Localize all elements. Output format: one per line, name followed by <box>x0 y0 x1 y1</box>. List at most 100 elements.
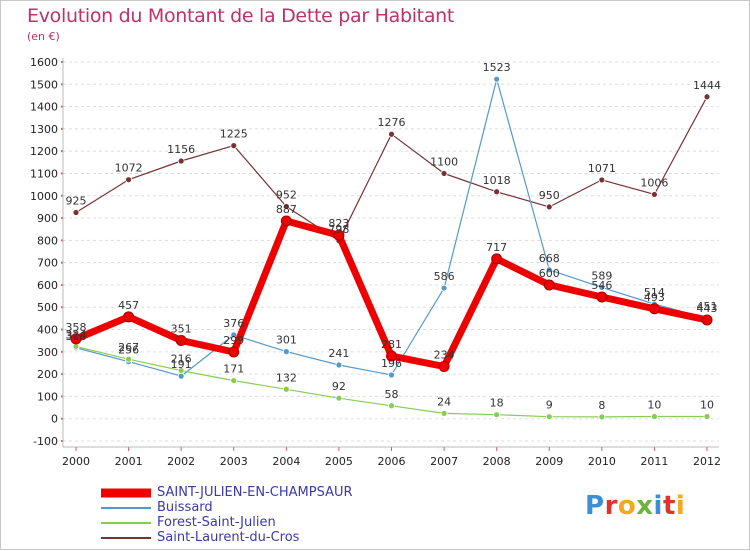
data-label-forest-saint-julien: 324 <box>66 328 87 341</box>
y-tick-label: 700 <box>37 257 58 270</box>
data-label-forest-saint-julien: 18 <box>490 397 504 410</box>
data-label-saint-laurent-du-cros: 1072 <box>115 162 143 175</box>
data-point-saint-laurent-du-cros <box>598 176 606 184</box>
x-tick-label: 2011 <box>640 455 668 468</box>
logo-letter: x <box>636 491 654 521</box>
y-tick-label: 300 <box>37 346 58 359</box>
data-label-buissard: 451 <box>697 300 718 313</box>
data-point-saint-laurent-du-cros <box>651 191 658 198</box>
data-label-forest-saint-julien: 9 <box>546 399 553 412</box>
data-label-saint-julien-en-champsaur: 457 <box>118 299 139 312</box>
x-tick-label: 2002 <box>167 455 195 468</box>
y-tick-mark <box>61 83 63 86</box>
x-tick-label: 2005 <box>325 455 353 468</box>
y-tick-mark <box>61 61 63 63</box>
data-point-saint-julien-en-champsaur <box>280 215 292 227</box>
x-tick-label: 2007 <box>430 455 458 468</box>
data-label-forest-saint-julien: 58 <box>385 388 399 401</box>
x-tick-label: 2009 <box>535 455 563 468</box>
data-point-saint-julien-en-champsaur <box>543 279 555 291</box>
data-point-forest-saint-julien <box>335 394 343 402</box>
data-point-saint-julien-en-champsaur <box>438 361 450 373</box>
data-label-saint-laurent-du-cros: 1100 <box>430 155 458 168</box>
data-label-buissard: 589 <box>591 269 612 282</box>
data-label-saint-julien-en-champsaur: 493 <box>644 291 665 304</box>
logo-letter: i <box>653 491 663 521</box>
data-label-forest-saint-julien: 24 <box>437 395 451 408</box>
y-tick-label: 800 <box>37 234 58 247</box>
data-label-buissard: 191 <box>171 358 192 371</box>
logo-letter: r <box>604 491 618 521</box>
data-label-saint-laurent-du-cros: 952 <box>276 188 297 201</box>
logo-letter: t <box>662 491 676 521</box>
data-point-saint-julien-en-champsaur <box>596 291 608 303</box>
data-point-forest-saint-julien <box>230 377 238 384</box>
data-point-saint-julien-en-champsaur <box>70 333 82 345</box>
x-tick-label: 2006 <box>378 455 406 468</box>
data-point-saint-laurent-du-cros <box>440 170 448 177</box>
data-label-buissard: 318 <box>66 330 87 343</box>
y-tick-label: 1600 <box>30 56 58 69</box>
data-label-buissard: 301 <box>276 334 297 347</box>
x-tick-label: 2012 <box>693 455 721 468</box>
y-tick-mark <box>61 328 63 331</box>
y-tick-label: 900 <box>37 212 58 225</box>
y-tick-mark <box>61 395 63 398</box>
data-point-saint-laurent-du-cros <box>72 209 80 216</box>
y-tick-mark <box>61 105 63 108</box>
data-label-saint-julien-en-champsaur: 887 <box>276 203 297 216</box>
data-point-buissard <box>440 284 448 292</box>
data-point-forest-saint-julien <box>545 413 553 421</box>
y-tick-label: 400 <box>37 324 58 337</box>
data-label-buissard: 196 <box>381 357 402 370</box>
y-tick-label: 1500 <box>30 78 58 91</box>
data-point-buissard <box>282 348 290 356</box>
chart-title: Evolution du Montant de la Dette par Hab… <box>27 5 455 27</box>
data-label-saint-julien-en-champsaur: 281 <box>381 338 402 351</box>
data-point-buissard <box>388 371 395 379</box>
x-tick-label: 2003 <box>220 455 248 468</box>
data-point-saint-laurent-du-cros <box>703 93 711 101</box>
data-label-forest-saint-julien: 171 <box>223 363 244 376</box>
y-tick-mark <box>61 239 63 242</box>
y-tick-mark <box>61 194 63 197</box>
data-point-forest-saint-julien <box>651 413 658 420</box>
data-point-saint-julien-en-champsaur <box>701 314 713 326</box>
data-label-buissard: 256 <box>118 344 139 357</box>
y-tick-mark <box>61 150 63 153</box>
data-point-forest-saint-julien <box>598 413 606 421</box>
data-label-saint-laurent-du-cros: 1018 <box>483 174 511 187</box>
y-tick-labels: -100 0 100 200 300 400 500 600 700 800 900 1000 1100… <box>30 56 58 448</box>
data-point-saint-julien-en-champsaur <box>648 303 660 315</box>
y-tick-label: 500 <box>37 301 58 314</box>
data-label-buissard: 376 <box>223 317 244 330</box>
data-label-forest-saint-julien: 10 <box>700 398 714 411</box>
y-tick-mark <box>61 417 63 420</box>
data-label-saint-laurent-du-cros: 798 <box>328 223 349 236</box>
data-labels-layer: 9251072115612259527981276110010189501071… <box>66 61 722 412</box>
data-point-saint-laurent-du-cros <box>545 203 553 211</box>
data-point-saint-julien-en-champsaur <box>175 334 187 346</box>
y-tick-mark <box>61 440 63 442</box>
data-label-saint-julien-en-champsaur: 443 <box>697 302 718 315</box>
data-point-forest-saint-julien <box>282 385 290 393</box>
y-tick-label: 600 <box>37 279 58 292</box>
data-label-saint-julien-en-champsaur: 351 <box>171 322 192 335</box>
x-tick-label: 2000 <box>62 455 90 468</box>
data-label-saint-laurent-du-cros: 950 <box>539 189 560 202</box>
legend-swatch <box>101 507 151 509</box>
data-point-buissard <box>335 361 343 369</box>
data-point-saint-laurent-du-cros <box>177 157 185 165</box>
data-point-buissard <box>598 283 606 291</box>
y-tick-mark <box>61 350 63 353</box>
y-tick-mark <box>61 261 63 264</box>
data-label-forest-saint-julien: 8 <box>598 399 605 412</box>
legend-swatch <box>101 488 151 498</box>
x-tick-label: 2004 <box>272 455 300 468</box>
series-layer <box>70 75 713 421</box>
data-point-forest-saint-julien <box>493 411 501 419</box>
data-label-saint-julien-en-champsaur: 600 <box>539 267 560 280</box>
x-tick-labels: 2000 2001 2002 2003 2004 2005 2006 2007 2008 2009… <box>62 455 721 468</box>
data-point-buissard <box>177 372 185 380</box>
